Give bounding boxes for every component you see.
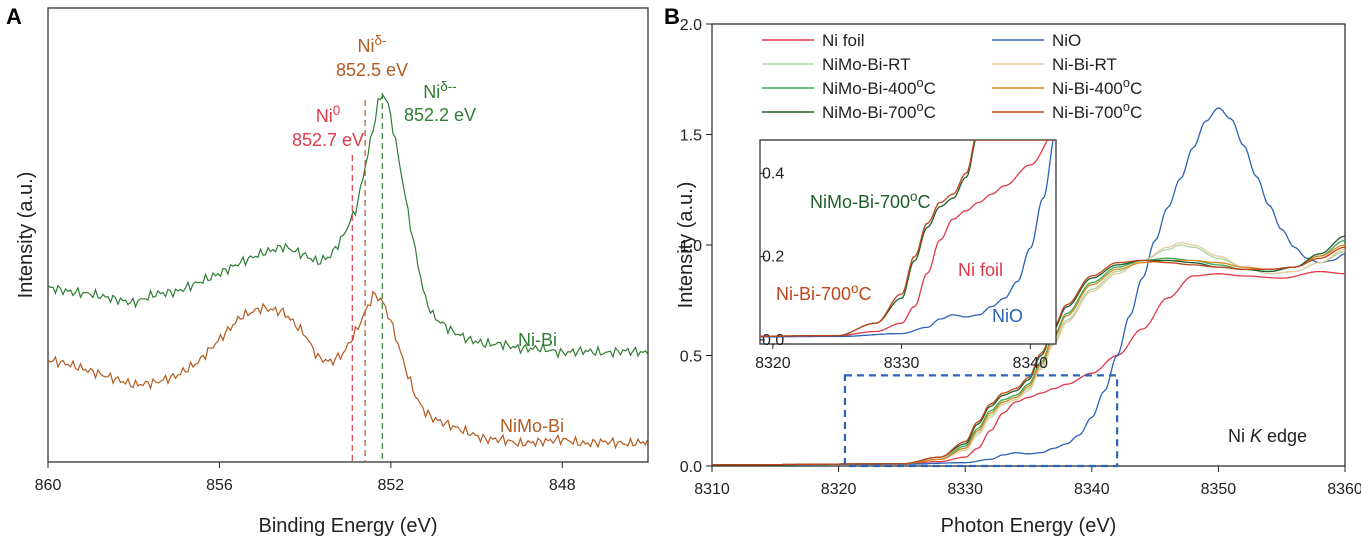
inset-label-NiMo-Bi-700°C: NiMo-Bi-700oC bbox=[810, 189, 931, 212]
panel-a-series-label-nimo-bi: NiMo-Bi bbox=[500, 416, 564, 436]
panel-b-x-tick-label: 8320 bbox=[821, 481, 857, 498]
panel-b-chart: 8310 8320 8330 8340 8350 8360 0.0 0.5 1.0 1.5 2.0 P… bbox=[675, 17, 1361, 537]
panel-a-annotation-nid-value: 852.5 eV bbox=[336, 60, 408, 80]
legend-label-Ni-Bi-RT: Ni-Bi-RT bbox=[1052, 55, 1117, 74]
panel-b-x-tick-label: 8330 bbox=[947, 481, 983, 498]
inset-label-NiO: NiO bbox=[992, 306, 1023, 326]
inset-x-tick-label: 8340 bbox=[1012, 355, 1048, 372]
panel-a-letter: A bbox=[6, 4, 22, 29]
inset-y-tick-label-value: 0.4 bbox=[762, 165, 784, 182]
inset-series-NiO bbox=[760, 140, 1056, 338]
panel-b-y-tick-label: 1.0 bbox=[680, 238, 702, 255]
legend-label-NiMo-Bi-400°C: NiMo-Bi-400oC bbox=[822, 75, 936, 98]
legend-label-Ni foil: Ni foil bbox=[822, 31, 865, 50]
panel-a-series-label-ni-bi: Ni-Bi bbox=[518, 330, 557, 350]
inset-x-tick-label: 8330 bbox=[884, 355, 920, 372]
panel-b-x-axis-label: Photon Energy (eV) bbox=[941, 515, 1117, 537]
panel-b-x-tick-label: 8310 bbox=[694, 481, 730, 498]
legend-label-Ni-Bi-400°C: Ni-Bi-400oC bbox=[1052, 75, 1142, 98]
panel-b-zoom-box bbox=[843, 374, 1119, 468]
inset-label-Ni foil: Ni foil bbox=[958, 260, 1003, 280]
panel-a-annotation-nidd: Niδ-- bbox=[423, 79, 457, 102]
panel-a-x-tick-label: 848 bbox=[549, 477, 576, 494]
legend-label-NiMo-Bi-RT: NiMo-Bi-RT bbox=[822, 55, 910, 74]
panel-b-edge-label: Ni K edge bbox=[1228, 426, 1307, 446]
panel-b-x-tick-label: 8360 bbox=[1327, 481, 1361, 498]
panel-b-y-tick-label: 1.5 bbox=[680, 128, 702, 145]
panel-a-annotation-ni0: Ni0 bbox=[316, 103, 341, 126]
legend-label-NiO: NiO bbox=[1052, 31, 1081, 50]
panel-a-series-Ni-Bi bbox=[47, 94, 649, 360]
inset-label-Ni-Bi-700°C: Ni-Bi-700oC bbox=[776, 281, 872, 304]
panel-b-legend: Ni foil NiO NiMo-Bi-RT Ni-Bi-RT NiMo-Bi-400o… bbox=[762, 31, 1142, 122]
inset-frame bbox=[759, 139, 1057, 345]
panel-a-y-axis-label: Intensity (a.u.) bbox=[15, 172, 37, 299]
inset-series-group bbox=[760, 140, 1056, 338]
panel-a-x-tick-label: 852 bbox=[378, 477, 405, 494]
panel-a-series-NiMo-Bi bbox=[47, 290, 649, 450]
panel-a-x-tick-label: 860 bbox=[35, 477, 62, 494]
legend-label-NiMo-Bi-700°C: NiMo-Bi-700oC bbox=[822, 99, 936, 122]
panel-a-annotation-nid: Niδ- bbox=[357, 33, 386, 56]
panel-b-x-tick-label: 8340 bbox=[1074, 481, 1110, 498]
panel-b-letter: B bbox=[664, 4, 680, 29]
panel-a-chart: 860 856 852 848 Binding Energy (eV) Intensity… bbox=[15, 7, 649, 537]
panel-a-x-axis-label: Binding Energy (eV) bbox=[259, 515, 438, 537]
inset-x-tick-label: 8320 bbox=[755, 355, 791, 372]
panel-a-x-tick-label: 856 bbox=[206, 477, 233, 494]
inset-y-tick-label-value: 0.2 bbox=[762, 249, 784, 266]
panel-a-annotation-ni0-value: 852.7 eV bbox=[292, 130, 364, 150]
panel-b-y-tick-label: 2.0 bbox=[680, 17, 702, 34]
panel-b-series-Ni-Bi-700°C bbox=[712, 246, 1346, 466]
panel-b-y-tick-label: 0.0 bbox=[680, 459, 702, 476]
panel-b-y-axis-label: Intensity (a.u.) bbox=[675, 182, 697, 309]
inset-y-tick-label-value: 0.0 bbox=[762, 332, 784, 349]
panel-b-y-tick-label: 0.5 bbox=[680, 349, 702, 366]
panel-b-x-tick-label: 8350 bbox=[1201, 481, 1237, 498]
legend-label-Ni-Bi-700°C: Ni-Bi-700oC bbox=[1052, 99, 1142, 122]
panel-a-annotation-nidd-value: 852.2 eV bbox=[404, 105, 476, 125]
inset-series-Ni-Bi-700°C bbox=[760, 140, 1056, 338]
panel-a-frame bbox=[47, 7, 649, 463]
panel-b-inset: 8320 8330 8340 0.0 0.2 0.4 NiMo-Bi-700oC Ni-Bi-… bbox=[755, 139, 1057, 372]
